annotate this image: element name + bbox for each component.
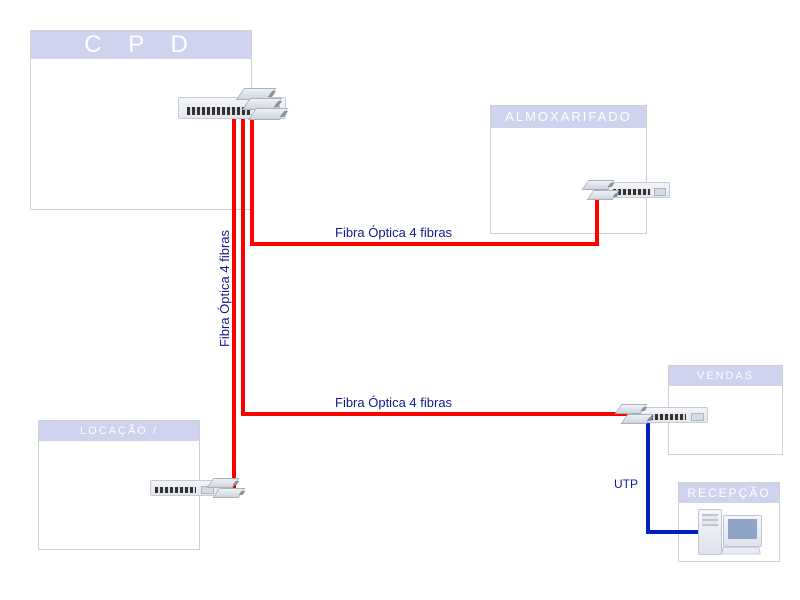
label-fiber-vert: Fibra Óptica 4 fibras (217, 230, 232, 347)
fiber-line (595, 194, 599, 246)
fiber-line (250, 116, 254, 242)
computer-icon (698, 505, 762, 555)
label-fiber-mid: Fibra Óptica 4 fibras (335, 395, 452, 410)
fiber-line (241, 116, 245, 412)
label-fiber-top: Fibra Óptica 4 fibras (335, 225, 452, 240)
box-cpd: C P D (30, 30, 252, 210)
box-almoxarifado: ALMOXARIFADO (490, 105, 647, 234)
diagram-canvas: C P D ALMOXARIFADO LOCAÇÃO / CONTROLE VE… (0, 0, 800, 600)
utp-line (646, 530, 700, 534)
utp-line (646, 420, 650, 534)
box-locacao-header: LOCAÇÃO / CONTROLE (39, 421, 199, 441)
fiber-line (241, 412, 640, 416)
transceiver-icon (212, 488, 245, 498)
label-utp: UTP (614, 477, 638, 491)
fiber-line (250, 242, 599, 246)
box-almoxarifado-header: ALMOXARIFADO (491, 106, 646, 128)
switch-icon-locacao (150, 480, 218, 496)
box-recepcao-header: RECEPÇÃO (679, 483, 779, 503)
fiber-line (232, 116, 236, 490)
box-vendas-header: VENDAS PASSES (669, 366, 782, 386)
box-cpd-header: C P D (31, 31, 251, 59)
